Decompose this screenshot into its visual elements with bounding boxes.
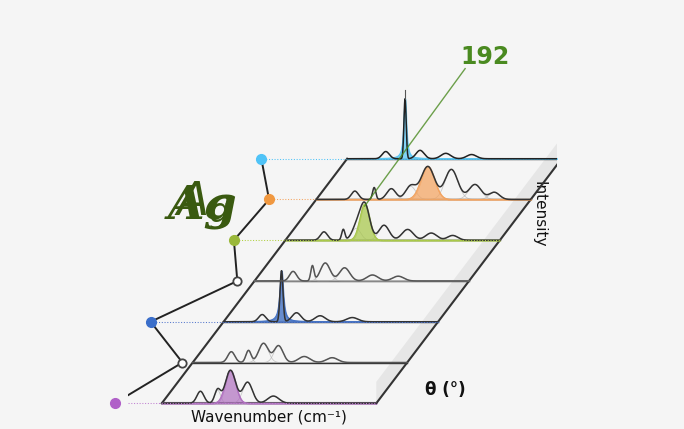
Polygon shape — [376, 137, 562, 403]
Text: Intensity: Intensity — [532, 181, 547, 248]
Text: Wavenumber (cm⁻¹): Wavenumber (cm⁻¹) — [191, 410, 347, 425]
Text: θ (°): θ (°) — [425, 381, 465, 399]
Text: Ag: Ag — [168, 183, 237, 229]
Text: 192: 192 — [461, 45, 510, 69]
Text: $\mathit{A_g}$: $\mathit{A_g}$ — [174, 180, 231, 232]
